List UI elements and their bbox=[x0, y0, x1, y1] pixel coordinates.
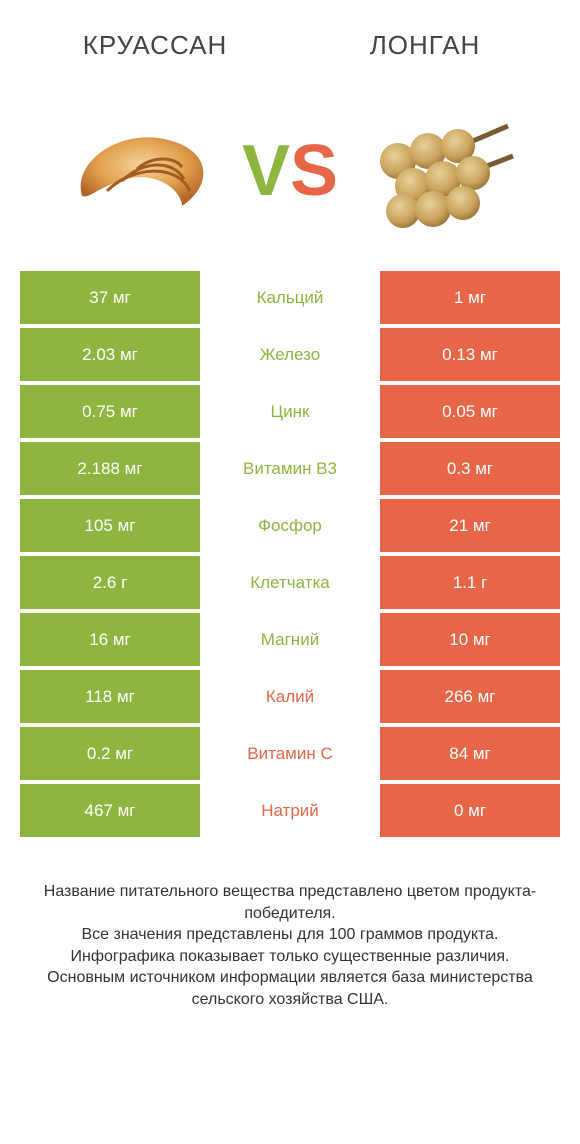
nutrient-label: Цинк bbox=[200, 385, 380, 438]
titles-row: КРУАССАН ЛОНГАН bbox=[0, 0, 580, 71]
nutrient-row: 2.6 гКлетчатка1.1 г bbox=[20, 556, 560, 609]
footer-line: Основным источником информации является … bbox=[30, 967, 550, 1010]
nutrient-row: 467 мгНатрий0 мг bbox=[20, 784, 560, 837]
value-right: 0.3 мг bbox=[380, 442, 560, 495]
value-right: 1.1 г bbox=[380, 556, 560, 609]
longan-image bbox=[358, 101, 518, 241]
croissant-image bbox=[62, 101, 222, 241]
footer-line: Все значения представлены для 100 граммо… bbox=[30, 924, 550, 946]
nutrient-row: 0.2 мгВитамин C84 мг bbox=[20, 727, 560, 780]
vs-row: VS bbox=[0, 71, 580, 271]
value-left: 16 мг bbox=[20, 613, 200, 666]
vs-v: V bbox=[242, 135, 290, 207]
nutrient-row: 37 мгКальций1 мг bbox=[20, 271, 560, 324]
nutrient-label: Кальций bbox=[200, 271, 380, 324]
nutrient-label: Клетчатка bbox=[200, 556, 380, 609]
value-right: 84 мг bbox=[380, 727, 560, 780]
title-left: КРУАССАН bbox=[20, 30, 290, 61]
value-left: 0.75 мг bbox=[20, 385, 200, 438]
value-left: 0.2 мг bbox=[20, 727, 200, 780]
vs-s: S bbox=[290, 135, 338, 207]
value-left: 467 мг bbox=[20, 784, 200, 837]
nutrient-table: 37 мгКальций1 мг2.03 мгЖелезо0.13 мг0.75… bbox=[0, 271, 580, 837]
value-right: 0 мг bbox=[380, 784, 560, 837]
footer-line: Название питательного вещества представл… bbox=[30, 881, 550, 924]
vs-label: VS bbox=[242, 135, 338, 207]
value-right: 10 мг bbox=[380, 613, 560, 666]
nutrient-row: 16 мгМагний10 мг bbox=[20, 613, 560, 666]
footer-text: Название питательного вещества представл… bbox=[0, 841, 580, 1011]
nutrient-label: Фосфор bbox=[200, 499, 380, 552]
title-right: ЛОНГАН bbox=[290, 30, 560, 61]
nutrient-label: Натрий bbox=[200, 784, 380, 837]
nutrient-label: Витамин C bbox=[200, 727, 380, 780]
nutrient-row: 118 мгКалий266 мг bbox=[20, 670, 560, 723]
nutrient-row: 2.03 мгЖелезо0.13 мг bbox=[20, 328, 560, 381]
nutrient-row: 2.188 мгВитамин B30.3 мг bbox=[20, 442, 560, 495]
nutrient-row: 0.75 мгЦинк0.05 мг bbox=[20, 385, 560, 438]
value-right: 0.05 мг bbox=[380, 385, 560, 438]
value-left: 2.6 г bbox=[20, 556, 200, 609]
value-right: 21 мг bbox=[380, 499, 560, 552]
nutrient-label: Калий bbox=[200, 670, 380, 723]
value-left: 105 мг bbox=[20, 499, 200, 552]
value-right: 1 мг bbox=[380, 271, 560, 324]
value-left: 2.03 мг bbox=[20, 328, 200, 381]
value-left: 37 мг bbox=[20, 271, 200, 324]
nutrient-label: Магний bbox=[200, 613, 380, 666]
value-left: 2.188 мг bbox=[20, 442, 200, 495]
value-right: 0.13 мг bbox=[380, 328, 560, 381]
nutrient-row: 105 мгФосфор21 мг bbox=[20, 499, 560, 552]
footer-line: Инфографика показывает только существенн… bbox=[30, 946, 550, 968]
nutrient-label: Железо bbox=[200, 328, 380, 381]
nutrient-label: Витамин B3 bbox=[200, 442, 380, 495]
value-left: 118 мг bbox=[20, 670, 200, 723]
value-right: 266 мг bbox=[380, 670, 560, 723]
